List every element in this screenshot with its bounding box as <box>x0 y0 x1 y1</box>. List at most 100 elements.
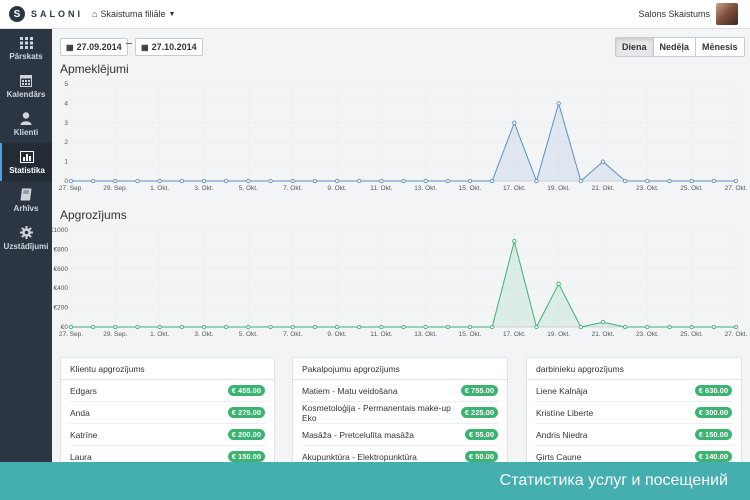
y-tick-label: €600 <box>54 266 69 273</box>
home-icon: ⌂ <box>92 9 98 19</box>
revenue-title: Apgrozījums <box>60 208 127 222</box>
sidebar-item-label: Uzstādījumi <box>3 241 49 251</box>
data-point <box>467 324 473 330</box>
data-point <box>91 324 96 330</box>
staff-name: Andris Niedra <box>536 429 588 440</box>
x-tick-label: 29. Sep. <box>103 185 127 192</box>
data-point <box>113 324 118 330</box>
y-tick-label: €400 <box>54 285 69 292</box>
x-tick-label: 27. Sep. <box>59 331 83 338</box>
x-tick-label: 23. Okt. <box>636 185 659 192</box>
calendar-icon <box>20 74 32 88</box>
list-item[interactable]: Masāža - Pretcelulīta masāža € 55.00 <box>301 424 499 446</box>
data-point <box>357 324 362 330</box>
list-item[interactable]: Matiem - Matu veidošana € 755.00 <box>301 380 499 402</box>
sidebar-item-label: Arhīvs <box>13 203 39 213</box>
sidebar-item-label: Pārskats <box>9 51 43 61</box>
sidebar-item-archive[interactable]: Arhīvs <box>0 181 52 219</box>
top-bar: S SALONI ⌂ Skaistuma filiāle ▼ Salons Sk… <box>0 0 750 29</box>
range-month-button[interactable]: Mēnesis <box>695 38 744 56</box>
client-name: Laura <box>70 451 92 462</box>
data-point <box>113 178 118 184</box>
y-tick-label: €1000 <box>52 227 68 234</box>
panel-title: darbinieku apgrozījums <box>527 358 741 380</box>
list-item[interactable]: Kristīne Liberte € 300.00 <box>535 402 733 424</box>
date-from-picker[interactable]: ▦ 27.09.2014 <box>60 38 128 56</box>
sidebar-item-statistics[interactable]: Statistika <box>0 143 52 181</box>
x-tick-label: 17. Okt. <box>503 185 526 192</box>
list-item[interactable]: Edgars € 455.00 <box>69 380 266 402</box>
visits-title: Apmeklējumi <box>60 62 129 76</box>
data-point <box>401 178 406 184</box>
amount-badge: € 455.00 <box>227 385 265 396</box>
data-point <box>290 178 295 184</box>
data-point <box>733 178 739 184</box>
y-tick-label: €200 <box>54 305 69 312</box>
data-point <box>224 178 229 184</box>
data-point <box>224 324 229 330</box>
data-point <box>490 178 495 184</box>
x-tick-label: 1. Okt. <box>150 185 169 192</box>
data-point <box>667 324 672 330</box>
data-point <box>512 239 517 244</box>
data-point <box>201 324 207 330</box>
branch-selector[interactable]: ⌂ Skaistuma filiāle ▼ <box>92 9 175 19</box>
data-point <box>578 178 583 184</box>
data-point <box>135 178 140 184</box>
data-point <box>379 324 384 330</box>
user-icon <box>20 112 32 126</box>
y-tick-label: 2 <box>64 139 68 146</box>
data-point <box>512 120 517 125</box>
data-point <box>689 324 694 330</box>
calendar-icon: ▦ <box>66 42 74 52</box>
data-point <box>334 178 340 184</box>
logo[interactable]: S SALONI <box>9 6 83 22</box>
date-from-value: 27.09.2014 <box>76 42 122 52</box>
amount-badge: € 300.00 <box>694 407 732 418</box>
x-tick-label: 13. Okt. <box>414 331 437 338</box>
sidebar-item-settings[interactable]: Uzstādījumi <box>0 219 52 257</box>
logo-text: SALONI <box>31 9 84 19</box>
date-to-value: 27.10.2014 <box>151 42 197 52</box>
sidebar-item-overview[interactable]: Pārskats <box>0 29 52 67</box>
data-point <box>445 324 450 330</box>
list-item[interactable]: Liene Kalnāja € 630.00 <box>535 380 733 402</box>
amount-badge: € 200.00 <box>227 429 265 440</box>
data-point <box>578 324 583 330</box>
data-point <box>534 178 539 184</box>
data-point <box>157 324 162 330</box>
data-point <box>623 324 628 330</box>
data-point <box>290 324 295 330</box>
y-tick-label: 4 <box>64 100 68 107</box>
x-tick-label: 7. Okt. <box>283 331 302 338</box>
avatar[interactable] <box>716 3 738 25</box>
amount-badge: € 150.00 <box>227 451 265 462</box>
list-item[interactable]: Anda € 275.00 <box>69 402 266 424</box>
amount-badge: € 50.00 <box>464 451 498 462</box>
amount-badge: € 630.00 <box>694 385 732 396</box>
bar-chart-icon <box>20 150 34 164</box>
date-range-separator <box>126 43 132 44</box>
series-area <box>71 103 736 181</box>
caret-down-icon: ▼ <box>168 10 176 18</box>
list-item[interactable]: Katrīne € 200.00 <box>69 424 266 446</box>
caption-banner: Статистика услуг и посещений <box>0 462 750 500</box>
x-tick-label: 27. Okt. <box>725 331 748 338</box>
sidebar-item-clients[interactable]: Klienti <box>0 105 52 143</box>
list-item[interactable]: Kosmetoloģija - Permanentais make-up Eko… <box>301 402 499 424</box>
x-tick-label: 11. Okt. <box>370 331 392 338</box>
client-name: Edgars <box>70 385 97 396</box>
x-tick-label: 15. Okt. <box>459 331 482 338</box>
user-name[interactable]: Salons Skaistums <box>638 9 710 19</box>
range-day-button[interactable]: Diena <box>616 38 653 56</box>
x-tick-label: 29. Sep. <box>103 331 127 338</box>
sidebar-item-calendar[interactable]: Kalendārs <box>0 67 52 105</box>
range-week-button[interactable]: Nedēļa <box>652 38 696 56</box>
x-tick-label: 1. Okt. <box>150 331 169 338</box>
date-to-picker[interactable]: ▦ 27.10.2014 <box>135 38 203 56</box>
x-tick-label: 21. Okt. <box>592 331 615 338</box>
branch-name: Skaistuma filiāle <box>100 9 166 19</box>
amount-badge: € 140.00 <box>694 451 732 462</box>
list-item[interactable]: Andris Niedra € 150.00 <box>535 424 733 446</box>
sidebar: Pārskats Kalendārs Klienti Statistika Ar… <box>0 29 52 500</box>
